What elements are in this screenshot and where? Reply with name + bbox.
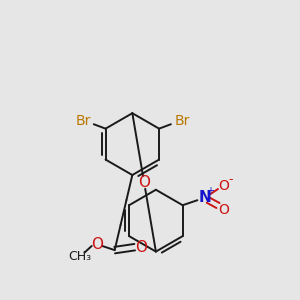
Text: CH₃: CH₃ bbox=[68, 250, 91, 262]
Text: Br: Br bbox=[174, 114, 190, 128]
Text: O: O bbox=[135, 240, 147, 255]
Text: -: - bbox=[228, 173, 232, 186]
Text: O: O bbox=[91, 237, 103, 252]
Text: O: O bbox=[218, 179, 229, 193]
Text: O: O bbox=[218, 202, 229, 217]
Text: +: + bbox=[206, 186, 214, 197]
Text: N: N bbox=[198, 190, 211, 205]
Text: O: O bbox=[138, 175, 150, 190]
Text: Br: Br bbox=[76, 114, 91, 128]
